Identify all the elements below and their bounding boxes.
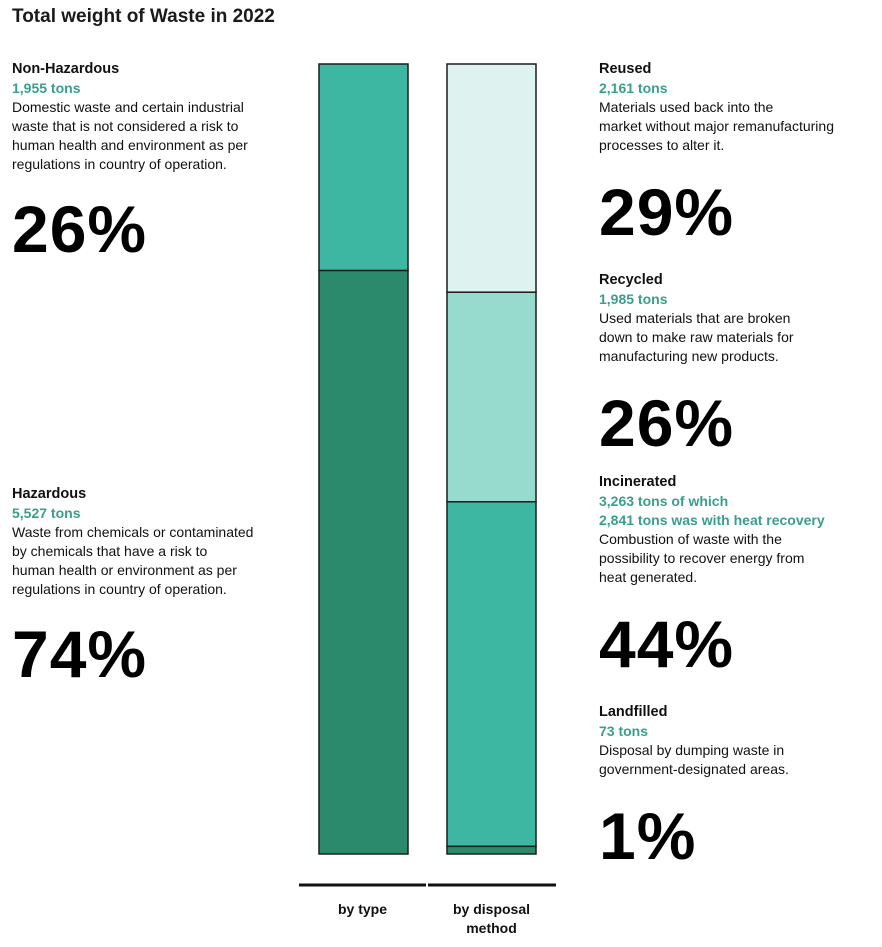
bar-segment-reused [446, 63, 537, 293]
category-description: Materials used back into the market with… [599, 99, 834, 153]
bar-segment-landfilled [446, 845, 537, 855]
category-tons: 5,527 tons [12, 505, 81, 521]
category-name: Non-Hazardous [12, 61, 120, 77]
legend-incinerated: Incinerated 3,263 tons of which 2,841 to… [599, 473, 869, 677]
category-name: Landfilled [599, 704, 668, 720]
category-percent: 26% [12, 192, 148, 266]
category-percent: 44% [599, 607, 735, 681]
category-tons-heat-recovery: 2,841 tons was with heat recovery [599, 512, 825, 528]
category-name: Hazardous [12, 486, 87, 502]
category-description: Domestic waste and certain industrial wa… [12, 99, 248, 172]
category-description: Waste from chemicals or contaminated by … [12, 524, 254, 597]
chart-title: Total weight of Waste in 2022 [12, 6, 275, 27]
category-percent: 1% [599, 799, 697, 873]
bar-segment-hazardous [318, 269, 409, 855]
legend-hazardous: Hazardous 5,527 tons Waste from chemical… [12, 485, 297, 687]
bar-segment-recycled [446, 291, 537, 503]
category-tons: 73 tons [599, 723, 649, 739]
category-percent: 29% [599, 175, 735, 249]
category-name: Reused [599, 61, 652, 77]
category-tons: 2,161 tons [599, 80, 668, 96]
category-name: Recycled [599, 272, 663, 288]
legend-reused: Reused 2,161 tons Materials used back in… [599, 60, 869, 245]
category-description: Used materials that are broken down to m… [599, 310, 794, 364]
legend-recycled: Recycled 1,985 tons Used materials that … [599, 271, 869, 456]
category-tons: 1,955 tons [12, 80, 81, 96]
legend-landfilled: Landfilled 73 tons Disposal by dumping w… [599, 703, 869, 869]
category-tons: 3,263 tons of which [599, 493, 729, 509]
x-label-by-type: by type [337, 901, 387, 917]
category-tons: 1,985 tons [599, 291, 668, 307]
bar-segment-non-hazardous [318, 63, 409, 272]
category-description: Disposal by dumping waste in government-… [599, 742, 789, 777]
x-label-by-disposal: by disposal method [452, 901, 531, 936]
category-description: Combustion of waste with the possibility… [599, 531, 805, 585]
legend-non-hazardous: Non-Hazardous 1,955 tons Domestic waste … [12, 60, 297, 262]
category-percent: 74% [12, 617, 148, 691]
category-name: Incinerated [599, 474, 677, 490]
category-percent: 26% [599, 386, 735, 460]
bar-segment-incinerated [446, 501, 537, 848]
